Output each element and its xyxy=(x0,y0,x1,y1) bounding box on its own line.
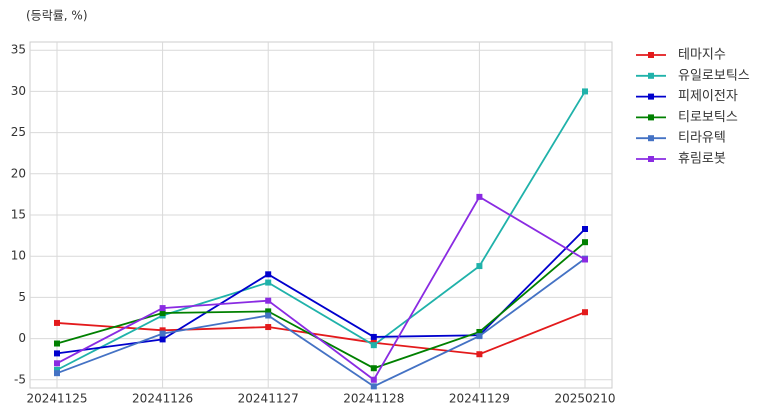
point-marker xyxy=(265,297,272,304)
point-marker xyxy=(54,370,60,377)
legend-marker xyxy=(648,93,654,100)
point-marker xyxy=(265,308,272,315)
series-line xyxy=(56,257,586,388)
point-marker xyxy=(582,309,588,316)
y-tick-label: 10 xyxy=(11,249,26,263)
legend-label: 티로보틱스 xyxy=(678,110,738,125)
point-marker xyxy=(54,366,60,373)
point-marker xyxy=(265,324,272,331)
series-line xyxy=(56,90,586,371)
series-line xyxy=(56,311,586,356)
point-marker xyxy=(159,330,166,337)
x-tick-label: 20241125 xyxy=(26,392,87,406)
point-marker xyxy=(54,340,60,347)
point-marker xyxy=(54,360,60,367)
x-tick-label: 20241128 xyxy=(343,392,404,406)
point-marker xyxy=(476,328,483,335)
point-marker xyxy=(159,336,166,343)
point-marker xyxy=(370,333,377,340)
point-marker xyxy=(159,305,166,312)
legend-label: 테마지수 xyxy=(678,48,726,63)
point-marker xyxy=(54,319,60,326)
x-tick-label: 20250210 xyxy=(554,392,615,406)
y-tick-label: -5 xyxy=(14,372,26,386)
legend-marker xyxy=(648,72,654,79)
point-marker xyxy=(54,350,60,357)
point-marker xyxy=(476,263,483,270)
point-marker xyxy=(582,88,588,95)
x-tick-label: 20241126 xyxy=(132,392,193,406)
x-tick-label: 20241129 xyxy=(449,392,510,406)
legend-label: 티라유텍 xyxy=(678,131,726,146)
y-tick-label: 20 xyxy=(11,166,26,180)
legend-label: 유일로보틱스 xyxy=(678,68,750,83)
point-marker xyxy=(476,351,483,358)
point-marker xyxy=(582,226,588,233)
point-marker xyxy=(159,310,166,317)
legend-label: 휴림로봇 xyxy=(678,152,726,167)
point-marker xyxy=(370,342,377,349)
point-marker xyxy=(582,239,588,246)
point-marker xyxy=(265,279,272,286)
y-tick-label: 25 xyxy=(11,125,26,139)
legend-marker xyxy=(648,156,654,162)
series-line xyxy=(56,195,586,382)
y-tick-label: 5 xyxy=(18,290,26,304)
y-axis-label: (등락률, %) xyxy=(26,9,88,23)
legend-marker xyxy=(648,135,654,142)
point-marker xyxy=(265,312,272,319)
point-marker xyxy=(370,383,377,390)
y-tick-label: 35 xyxy=(11,43,26,57)
x-tick-label: 20241127 xyxy=(238,392,299,406)
y-tick-label: 15 xyxy=(11,208,26,222)
point-marker xyxy=(370,365,377,372)
legend-marker xyxy=(648,114,654,121)
legend-marker xyxy=(648,52,654,58)
point-marker xyxy=(476,193,483,200)
point-marker xyxy=(476,333,483,340)
point-marker xyxy=(582,256,588,263)
point-marker xyxy=(159,327,166,334)
y-tick-label: 0 xyxy=(18,331,26,345)
y-tick-label: 30 xyxy=(11,84,26,98)
point-marker xyxy=(265,271,272,278)
legend-label: 피제이전자 xyxy=(678,89,738,104)
point-marker xyxy=(370,376,377,383)
